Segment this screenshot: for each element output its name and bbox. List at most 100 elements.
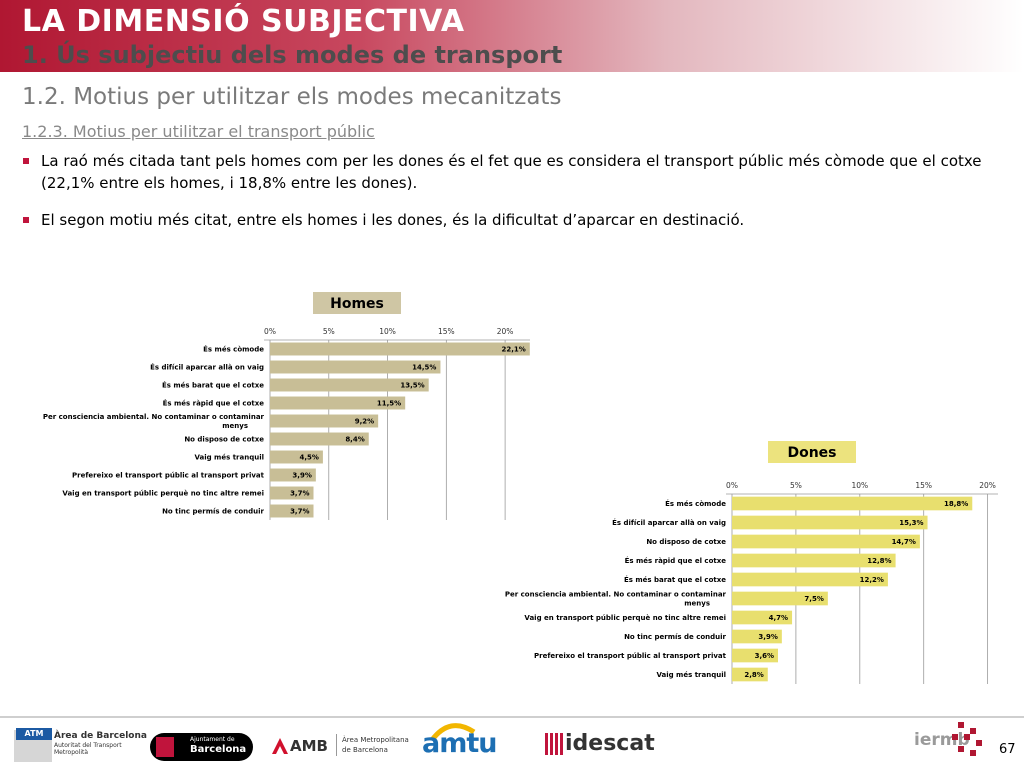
bar [270,450,323,464]
category-label-line: Per consciencia ambiental. No contaminar… [505,591,727,599]
category-label-line: menys [222,422,248,430]
category-label: No tinc permís de conduir [162,508,264,516]
bullet-item: La raó més citada tant pels homes com pe… [20,150,990,194]
homes-bar-chart: Homes 0% 5% 10% 15% 20% 22,1% És més còmode 14,5… [43,292,530,520]
category-label: És difícil aparcar allà on vaig [150,363,264,372]
bar-value-label: 22,1% [502,346,526,354]
bar [270,468,316,482]
chart-title-box [768,441,856,463]
bullet-square-icon [23,158,29,164]
category-label-line: menys [684,600,710,608]
bullet-item: El segon motiu més citat, entre els home… [20,209,990,231]
category-label: Prefereixo el transport públic al transp… [72,472,265,480]
bar-value-label: 7,5% [804,595,823,603]
x-tick-label: 5% [790,481,802,490]
amb-logo: AMB Àrea Metropolitana de Barcelona [272,734,412,758]
bar-value-label: 3,7% [290,508,309,516]
category-label: És més barat que el cotxe [624,575,726,584]
section-heading: 1.2. Motius per utilitzar els modes meca… [22,84,562,110]
amb-chevron-icon [272,738,288,754]
x-tick-label: 10% [851,481,868,490]
category-label: Vaig en transport públic perquè no tinc … [524,614,726,622]
bullet-text: El segon motiu més citat, entre els home… [41,211,745,229]
category-label: És difícil aparcar allà on vaig [612,518,726,527]
x-tick-label: 5% [323,327,335,336]
idescat-logo: idescat [545,731,655,759]
amb-mark: AMB [290,737,328,755]
bar-value-label: 4,7% [769,614,788,622]
bar [270,360,441,374]
x-tick-label: 15% [915,481,932,490]
page-subtitle: 1. Ús subjectiu dels modes de transport [22,41,563,69]
bar [732,515,928,530]
amtu-mark: amtu [422,728,497,759]
iermb-pixel-icon [952,722,982,756]
x-tick-label: 20% [497,327,514,336]
amb-line2: de Barcelona [342,746,388,754]
category-label: Per consciencia ambiental. No contaminar… [43,413,265,430]
bar-value-label: 14,7% [892,538,916,546]
chart-title: Dones [787,445,836,461]
idescat-mark: idescat [565,731,655,756]
category-label: No disposo de cotxe [184,436,264,444]
amb-divider [336,734,337,756]
amtu-swoosh-icon [430,723,476,742]
bullet-square-icon [23,217,29,223]
bar [270,396,406,410]
bar [732,591,828,606]
x-tick-label: 0% [726,481,738,490]
category-label-line: Per consciencia ambiental. No contaminar… [43,413,265,421]
category-label: Vaig en transport públic perquè no tinc … [62,490,264,498]
category-label: És més barat que el cotxe [162,381,264,390]
category-label: És més ràpid que el cotxe [625,556,727,565]
category-label: És més còmode [203,345,264,354]
category-label: Prefereixo el transport públic al transp… [534,652,727,660]
category-label: Vaig més tranquil [656,671,726,679]
atm-line3: Metropolità [54,749,89,756]
atm-line2: Autoritat del Transport [54,742,122,749]
bar-value-label: 4,5% [299,454,318,462]
footer-divider [0,716,1024,718]
ajuntament-line2: Barcelona [190,744,247,755]
ajuntament-line1: Ajuntament de [190,736,235,743]
page-number: 67 [999,742,1016,757]
page-title: LA DIMENSIÓ SUBJECTIVA [22,4,465,39]
category-label: Vaig més tranquil [194,454,264,462]
category-label: No disposo de cotxe [646,538,726,546]
x-tick-label: 0% [264,327,276,336]
bar [270,414,379,428]
x-tick-label: 10% [379,327,396,336]
bar [732,534,920,549]
category-label: No tinc permís de conduir [624,633,726,641]
bar [270,378,429,392]
bar-value-label: 3,9% [292,472,311,480]
bullet-text: La raó més citada tant pels homes com pe… [41,152,982,192]
bar-value-label: 3,9% [758,633,777,641]
category-label: Per consciencia ambiental. No contaminar… [505,591,727,608]
bar-value-label: 15,3% [899,519,923,527]
bar [270,432,369,446]
bar [732,648,779,663]
amtu-logo: amtu [420,722,535,762]
bar [732,629,782,644]
category-label: És més ràpid que el cotxe [163,399,265,408]
bar-value-label: 12,2% [860,576,884,584]
x-tick-label: 15% [438,327,455,336]
x-tick-label: 20% [979,481,996,490]
atm-mark: ATM [16,728,52,740]
bar-value-label: 9,2% [355,418,374,426]
dones-bar-chart: Dones 0% 5% 10% 15% 20% 18,8% És més còmode 15,3… [505,441,998,684]
bar [270,486,314,500]
iermb-logo: iermb [914,722,984,758]
bar-value-label: 13,5% [400,382,424,390]
bar [732,667,768,682]
bar [270,504,314,518]
atm-line1: Àrea de Barcelona [54,731,147,741]
title-banner [0,0,1024,72]
ajuntament-barcelona-logo: Ajuntament de Barcelona [150,733,253,761]
bar-value-label: 12,8% [867,557,891,565]
bar [732,553,896,568]
shield-icon [156,737,174,757]
bar-value-label: 8,4% [345,436,364,444]
subsection-heading: 1.2.3. Motius per utilitzar el transport… [22,122,375,141]
